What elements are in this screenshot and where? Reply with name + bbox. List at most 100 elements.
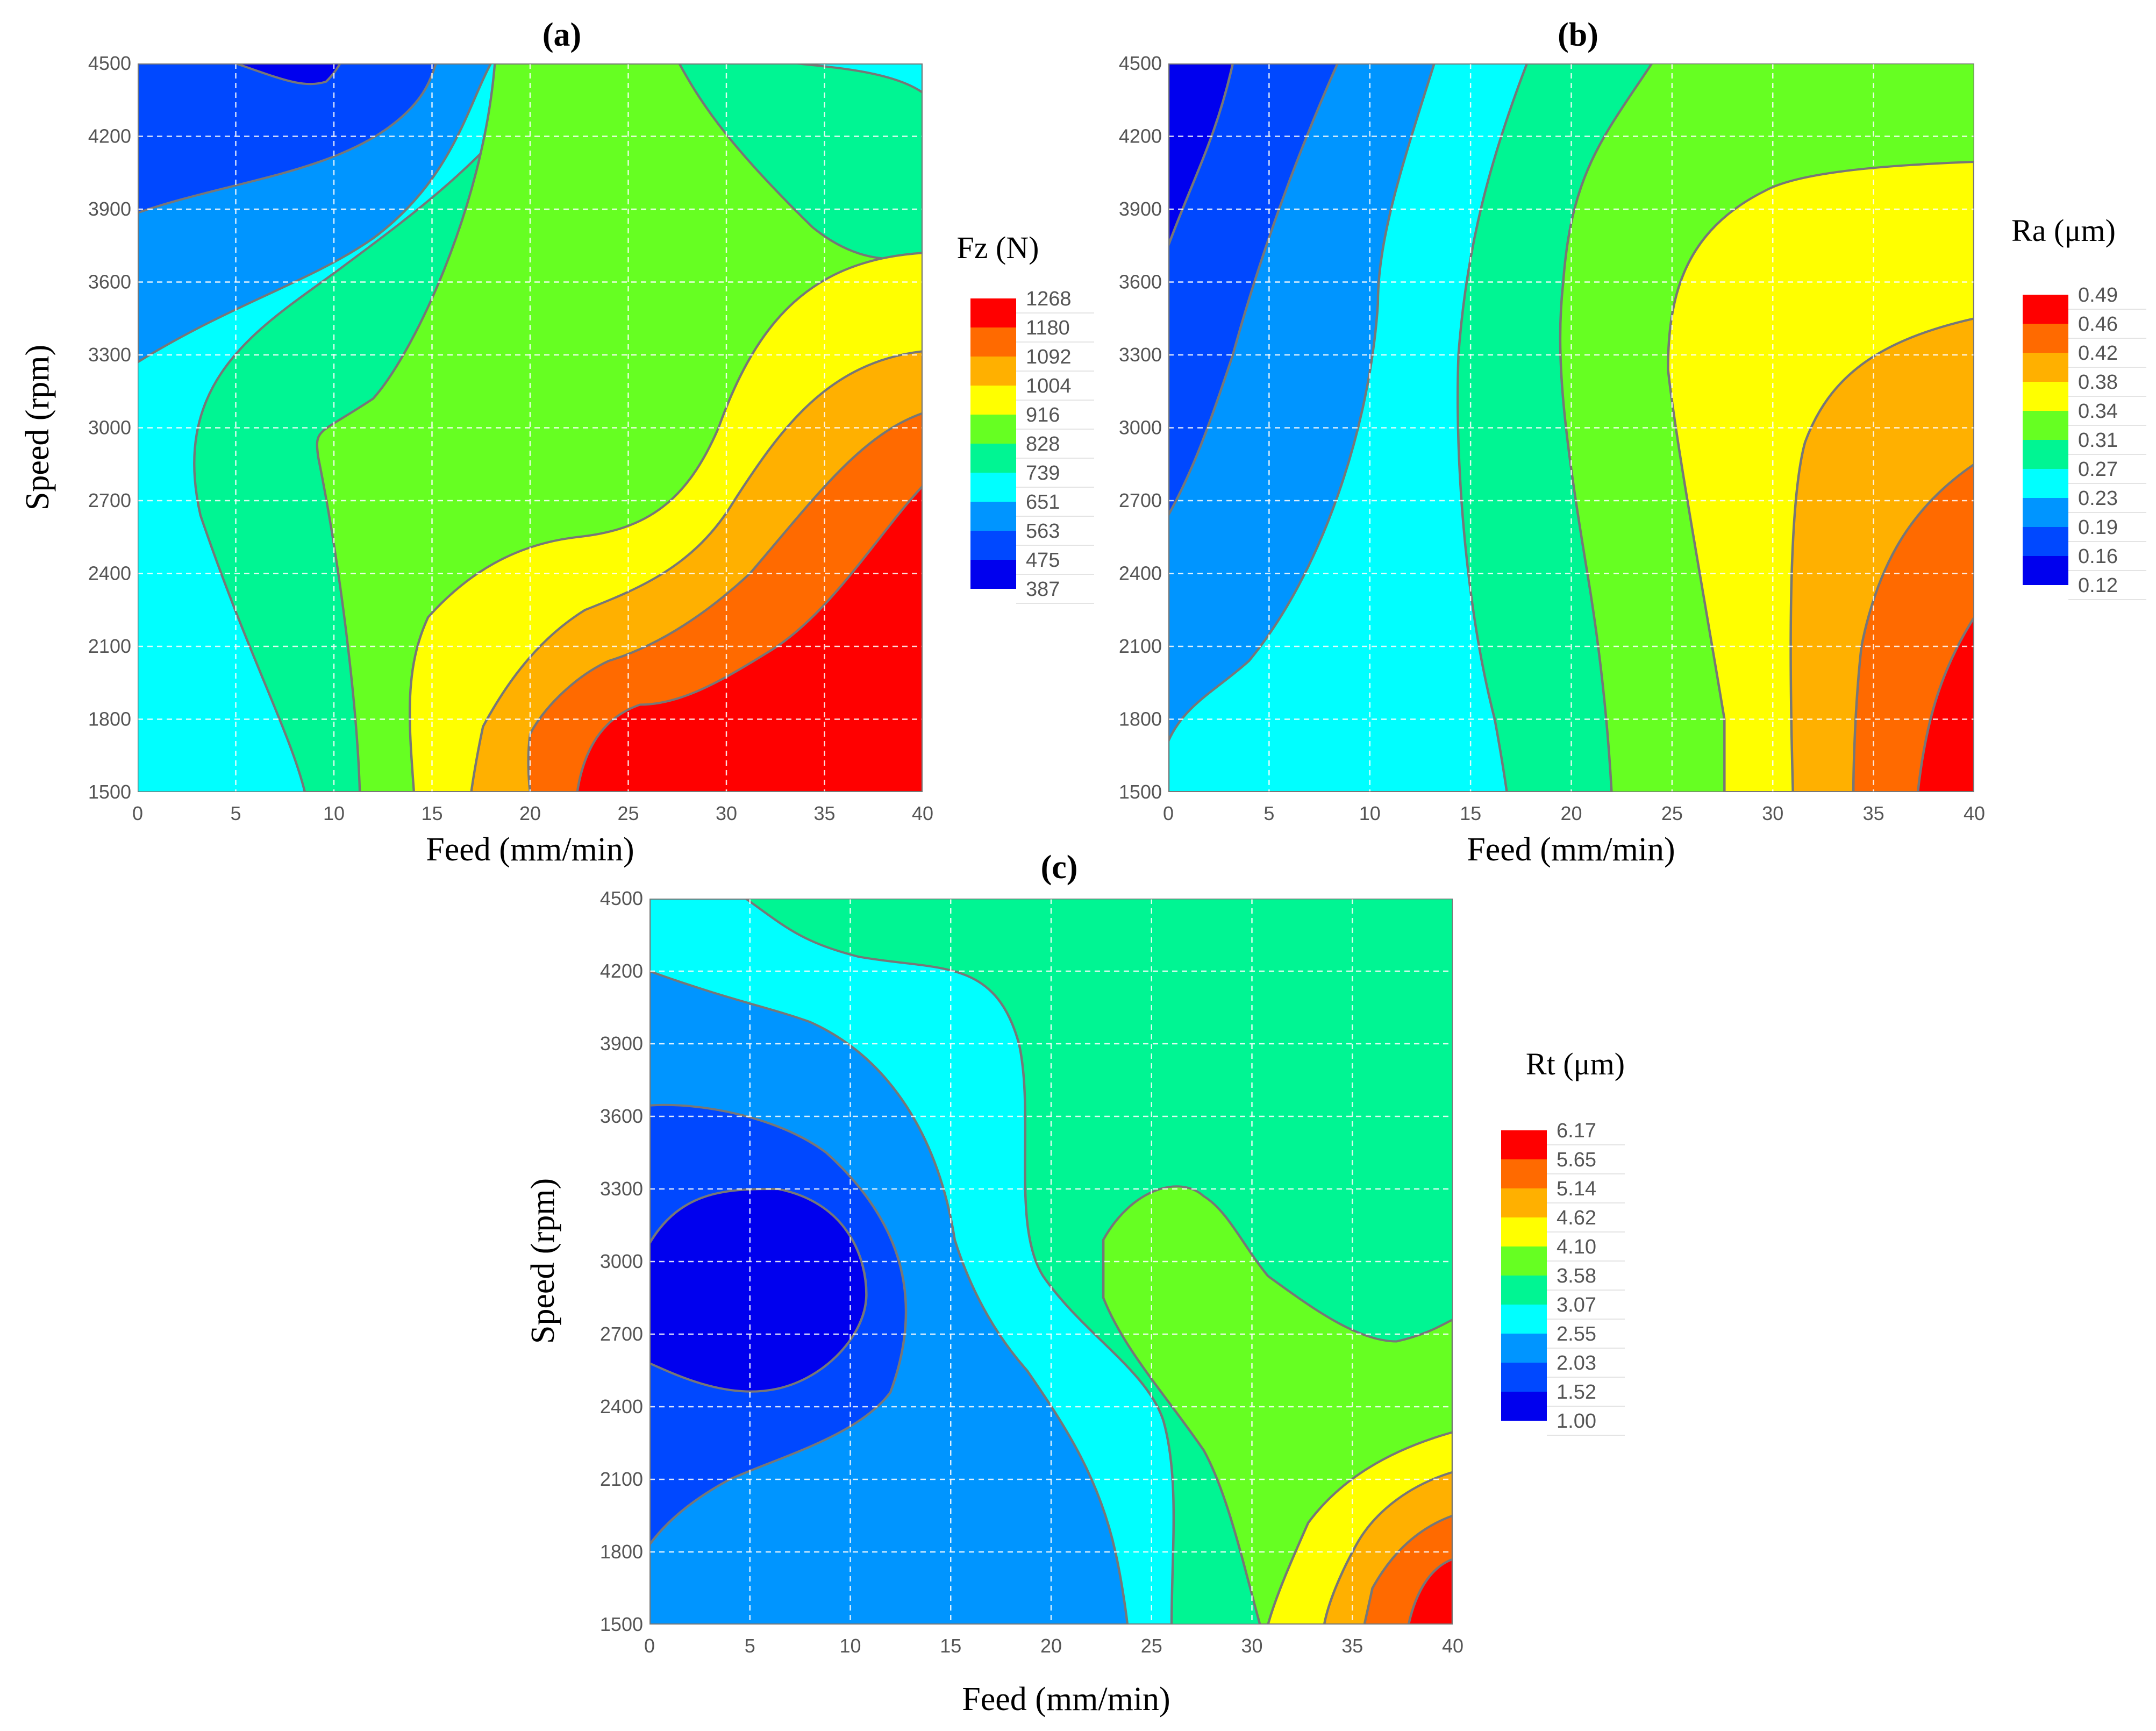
- panel-a-xlabel: Feed (mm/min): [426, 831, 634, 868]
- panel-a-xtick: 10: [323, 802, 345, 824]
- panel-a-colorbar-swatch: [970, 386, 1016, 415]
- panel-c-ytick: 2700: [600, 1323, 643, 1345]
- panel-b-ytick: 3600: [1119, 271, 1162, 293]
- panel-a-colorbar-label: 563: [1026, 520, 1060, 543]
- panel-c-yticks: 1500 1800 2100 2400 2700 3000 3300 3600 3900 4200…: [600, 887, 643, 1635]
- panel-b-xtick: 40: [1964, 802, 1985, 824]
- panel-a-ytick: 3000: [88, 417, 131, 439]
- panel-a-ytick: 1500: [88, 781, 131, 803]
- panel-c-colorbar-label: 2.55: [1557, 1323, 1596, 1345]
- panel-a-plot: [138, 63, 923, 792]
- panel-c-colorbar-label: 4.62: [1557, 1207, 1596, 1229]
- panel-a-ytick: 3900: [88, 198, 131, 220]
- panel-c-ytick: 3000: [600, 1250, 643, 1272]
- panel-c-colorbar-swatch: [1501, 1334, 1547, 1363]
- panel-a-ylabel: Speed (rpm): [19, 345, 56, 510]
- panel-a-xtick: 30: [716, 802, 737, 824]
- panel-b-colorbar-swatch: [2023, 469, 2068, 498]
- panel-a-colorbar-swatch: [970, 327, 1016, 357]
- panel-c-ytick: 4500: [600, 887, 643, 909]
- panel-b-colorbar-label: 0.19: [2078, 516, 2118, 539]
- panel-c-colorbar-label: 5.14: [1557, 1178, 1596, 1200]
- panel-a-ytick: 2700: [88, 489, 131, 511]
- panel-a-colorbar-label: 828: [1026, 433, 1060, 455]
- panel-c-xtick: 30: [1241, 1635, 1262, 1657]
- panel-a-colorbar-swatch: [970, 502, 1016, 531]
- panel-c-colorbar-label: 4.10: [1557, 1236, 1596, 1258]
- panel-b-xtick: 5: [1263, 802, 1274, 824]
- panel-a-colorbar-label: 916: [1026, 404, 1060, 426]
- panel-c-colorbar-label: 2.03: [1557, 1352, 1596, 1374]
- panel-b-xlabel: Feed (mm/min): [1467, 831, 1675, 868]
- panel-a-colorbar-label: 1268: [1026, 288, 1072, 310]
- panel-b-ytick: 3900: [1119, 198, 1162, 220]
- panel-b-xtick: 15: [1460, 802, 1481, 824]
- panel-b-colorbar-label: 0.27: [2078, 458, 2118, 481]
- panel-c-colorbar-label: 1.00: [1557, 1410, 1596, 1433]
- panel-a-colorbar-label: 651: [1026, 491, 1060, 514]
- panel-b-colorbar-label: 0.38: [2078, 371, 2118, 394]
- panel-a-grid: [138, 63, 923, 792]
- panel-a-colorbar-swatch: [970, 444, 1016, 473]
- panel-a-xtick: 35: [813, 802, 835, 824]
- panel-b-xticks: 0 5 10 15 20 25 30 35 40: [1163, 802, 1985, 824]
- panel-b-xtick: 10: [1359, 802, 1381, 824]
- region-b-0.12-0.16: [1168, 63, 1234, 246]
- panel-c-colorbar-title: Rt (μm): [1526, 1046, 1625, 1081]
- panel-c-xtick: 15: [940, 1635, 961, 1657]
- panel-c-colorbar-swatch: [1501, 1159, 1547, 1188]
- panel-b-xtick: 20: [1560, 802, 1582, 824]
- panel-b-ytick: 4200: [1119, 125, 1162, 147]
- panel-a-ytick: 2400: [88, 562, 131, 585]
- panel-c-ytick: 2400: [600, 1395, 643, 1417]
- panel-a-colorbar-label: 1004: [1026, 375, 1072, 397]
- region-b-0.46-0.49: [1916, 615, 1974, 792]
- panel-c-colorbar-swatch: [1501, 1130, 1547, 1159]
- panel-a-colorbar-label: 475: [1026, 549, 1060, 572]
- panel-c-xtick: 35: [1341, 1635, 1363, 1657]
- panel-a-title: (a): [542, 17, 581, 53]
- panel-b-title: (b): [1558, 17, 1598, 53]
- panel-b-xtick: 0: [1163, 802, 1174, 824]
- panel-a-colorbar-label: 1180: [1026, 317, 1070, 339]
- panel-b-colorbar-label: 0.31: [2078, 429, 2118, 452]
- panel-b-colorbar-swatch: [2023, 527, 2068, 556]
- panel-a-colorbar-swatch: [970, 357, 1016, 386]
- panel-b-colorbar-swatch: [2023, 440, 2068, 469]
- panel-b-colorbar-swatch: [2023, 556, 2068, 585]
- panel-a-ytick: 1800: [88, 708, 131, 730]
- panel-b-colorbar-label: 0.49: [2078, 284, 2118, 307]
- panel-c-title: (c): [1041, 849, 1078, 886]
- panel-c-xtick: 25: [1141, 1635, 1162, 1657]
- panel-a-colorbar-label: 1092: [1026, 346, 1072, 368]
- panel-c-ytick: 2100: [600, 1468, 643, 1490]
- panel-b-colorbar-label: 0.23: [2078, 487, 2118, 510]
- panel-b-colorbar-swatch: [2023, 324, 2068, 353]
- panel-b-colorbar-swatch: [2023, 382, 2068, 411]
- panel-a-xtick: 40: [912, 802, 933, 824]
- panel-c-colorbar: 6.17 5.65 5.14 4.62 4.10 3.58 3.07 2.55 2.03 1.52…: [1501, 1120, 1625, 1436]
- panel-a-ytick: 4500: [88, 52, 131, 74]
- region-b-0.16-0.19: [1168, 63, 1339, 516]
- panel-c-colorbar-label: 3.58: [1557, 1265, 1596, 1287]
- panel-b-xtick: 25: [1661, 802, 1683, 824]
- panel-a-xticks: 0 5 10 15 20 25 30 35 40: [132, 802, 933, 824]
- panel-b-colorbar-swatch: [2023, 353, 2068, 382]
- panel-a-colorbar-swatch: [970, 531, 1016, 560]
- panel-b-colorbar-label: 0.12: [2078, 574, 2118, 597]
- panel-a-ytick: 3300: [88, 344, 131, 366]
- panel-b-colorbar: 0.49 0.46 0.42 0.38 0.34 0.31 0.27 0.23 0.19 0.16…: [2023, 284, 2146, 600]
- panel-c-colorbar-swatch: [1501, 1363, 1547, 1392]
- panel-b-colorbar-title: Ra (μm): [2011, 213, 2116, 248]
- panel-a-xtick: 20: [519, 802, 541, 824]
- panel-a-ytick: 2100: [88, 635, 131, 657]
- panel-b-colorbar-label: 0.34: [2078, 400, 2118, 423]
- region-c-1.00-1.52: [649, 1187, 868, 1393]
- panel-b-ytick: 2700: [1119, 489, 1162, 511]
- panel-a-colorbar: 1268 1180 1092 1004 916 828 739 651 563 475 387: [970, 288, 1094, 604]
- panel-b-yticks: 1500 1800 2100 2400 2700 3000 3300 3600 3900 4200…: [1119, 52, 1162, 803]
- panel-b-grid: [1168, 63, 1974, 792]
- panel-a-xtick: 15: [421, 802, 442, 824]
- panel-c-colorbar-label: 5.65: [1557, 1149, 1596, 1171]
- panel-c-colorbar-label: 6.17: [1557, 1120, 1596, 1142]
